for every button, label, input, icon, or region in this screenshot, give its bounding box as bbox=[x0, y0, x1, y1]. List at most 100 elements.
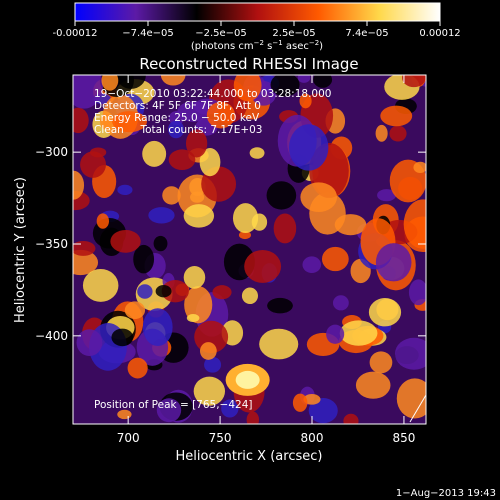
y-tick-label: −300 bbox=[35, 145, 68, 159]
heatmap-blob bbox=[162, 186, 181, 205]
heatmap-image bbox=[73, 75, 426, 424]
heatmap-blob bbox=[408, 279, 426, 306]
heatmap-blob bbox=[380, 105, 413, 127]
heatmap-blob bbox=[396, 378, 426, 419]
heatmap-blob bbox=[82, 269, 119, 302]
info-line-time: 19−Oct−2010 03:22:44.000 to 03:28:18.000 bbox=[94, 88, 331, 100]
x-tick-label: 800 bbox=[301, 431, 324, 445]
heatmap-blob bbox=[137, 284, 153, 299]
heatmap-blob bbox=[232, 203, 259, 234]
heatmap-blob bbox=[185, 129, 208, 158]
peak-core bbox=[235, 370, 260, 389]
heatmap-blob bbox=[302, 256, 322, 274]
heatmap-blob bbox=[292, 393, 308, 412]
colorbar bbox=[74, 2, 441, 22]
heatmap-blob bbox=[96, 213, 110, 229]
x-tick-label: 700 bbox=[117, 431, 140, 445]
heatmap-blob bbox=[73, 107, 89, 134]
heatmap-blob bbox=[142, 140, 167, 167]
heatmap-blob bbox=[300, 182, 338, 212]
info-line-energy: Energy Range: 25.0 − 50.0 keV bbox=[94, 112, 260, 124]
heatmap-blob bbox=[117, 409, 132, 420]
heatmap-blob bbox=[233, 75, 262, 102]
heatmap-blob bbox=[212, 285, 232, 300]
heatmap-blob bbox=[403, 199, 426, 249]
heatmap-blob bbox=[89, 147, 107, 158]
heatmap-blob bbox=[326, 324, 345, 344]
heatmap-blob bbox=[184, 286, 213, 324]
heatmap-blob bbox=[270, 75, 300, 97]
heatmap-blob bbox=[389, 125, 407, 142]
heatmap-blob bbox=[168, 120, 185, 139]
y-tick-label: −350 bbox=[35, 237, 68, 251]
footer-date: 1−Aug−2013 19:43 bbox=[396, 488, 496, 499]
colorbar-tick-label: −7.4e−05 bbox=[122, 28, 174, 39]
heatmap-blob bbox=[168, 149, 196, 170]
colorbar-tick-label: 0.00012 bbox=[419, 28, 460, 39]
x-tick-label: 750 bbox=[209, 431, 232, 445]
heatmap-blob bbox=[303, 394, 321, 405]
heatmap-blob bbox=[288, 124, 329, 171]
heatmap-blob bbox=[73, 240, 96, 256]
heatmap-blob bbox=[369, 351, 393, 374]
heatmap-blob bbox=[127, 357, 148, 379]
colorbar-tick-label: -0.00012 bbox=[53, 28, 98, 39]
heatmap-blob bbox=[160, 75, 186, 86]
heatmap-blob bbox=[204, 356, 222, 373]
heatmap-blob bbox=[199, 342, 217, 360]
x-tick-label: 850 bbox=[392, 431, 415, 445]
heatmap-blob bbox=[299, 93, 312, 109]
heatmap-blob bbox=[73, 170, 85, 200]
plot-frame bbox=[72, 74, 427, 425]
colorbar-tick-label: −2.5e−05 bbox=[195, 28, 247, 39]
heatmap-blob bbox=[321, 246, 349, 272]
heatmap-blob bbox=[402, 75, 426, 88]
x-axis-label: Heliocentric X (arcsec) bbox=[176, 449, 323, 464]
y-axis-ticks: −300 −350 −400 bbox=[35, 145, 426, 343]
heatmap-blob bbox=[355, 371, 391, 399]
heatmap-blob bbox=[377, 189, 397, 202]
heatmap-blob bbox=[339, 320, 378, 346]
heatmap-blob bbox=[155, 285, 172, 298]
heatmap-blob bbox=[394, 337, 426, 370]
heatmap-blob bbox=[375, 124, 388, 142]
heatmap-blob bbox=[238, 230, 252, 240]
heatmap-blob bbox=[241, 287, 259, 305]
chart-title: Reconstructed RHESSI Image bbox=[139, 55, 358, 73]
heatmap-blob bbox=[133, 244, 155, 274]
peak-position-label: Position of Peak = [765,−424] bbox=[94, 399, 253, 411]
heatmap-blob bbox=[193, 376, 226, 406]
x-axis-ticks: 700 750 800 850 bbox=[117, 75, 415, 445]
heatmap-blob bbox=[161, 279, 189, 303]
limb-line bbox=[409, 394, 427, 423]
heatmap-blob bbox=[343, 413, 359, 424]
heatmap-blob bbox=[73, 75, 104, 109]
heatmap-blob bbox=[183, 266, 206, 289]
info-line-clean: Clean Total counts: 7.17E+03 bbox=[94, 124, 263, 136]
heatmap-blob bbox=[259, 328, 299, 360]
heatmap-blob bbox=[186, 314, 200, 323]
heatmap-blob bbox=[221, 399, 239, 418]
heatmap-blob bbox=[177, 101, 209, 122]
heatmap-blob bbox=[117, 184, 133, 196]
heatmap-blob bbox=[156, 398, 182, 423]
heatmap-blob bbox=[183, 204, 215, 228]
heatmap-blob bbox=[80, 151, 106, 178]
colorbar-tick-label: 2.5e−05 bbox=[272, 28, 315, 39]
colorbar-tick-label: 7.4e−05 bbox=[345, 28, 388, 39]
heatmap-blob bbox=[273, 213, 297, 244]
heatmap-blob bbox=[148, 207, 175, 224]
heatmap-blob bbox=[142, 308, 173, 347]
heatmap-blob bbox=[313, 75, 333, 88]
info-block: 19−Oct−2010 03:22:44.000 to 03:28:18.000… bbox=[94, 88, 331, 136]
heatmap-blob bbox=[332, 295, 349, 311]
heatmap-blob bbox=[206, 101, 236, 129]
heatmap-blob bbox=[110, 229, 141, 253]
heatmap-blob bbox=[267, 297, 293, 314]
heatmap-blob bbox=[153, 235, 168, 252]
heatmap-blob bbox=[413, 161, 426, 173]
colorbar-ticks: -0.00012 −7.4e−05 −2.5e−05 2.5e−05 7.4e−05 0.… bbox=[53, 21, 461, 39]
heatmap-blob bbox=[124, 301, 146, 320]
heatmap-blob bbox=[244, 249, 282, 283]
